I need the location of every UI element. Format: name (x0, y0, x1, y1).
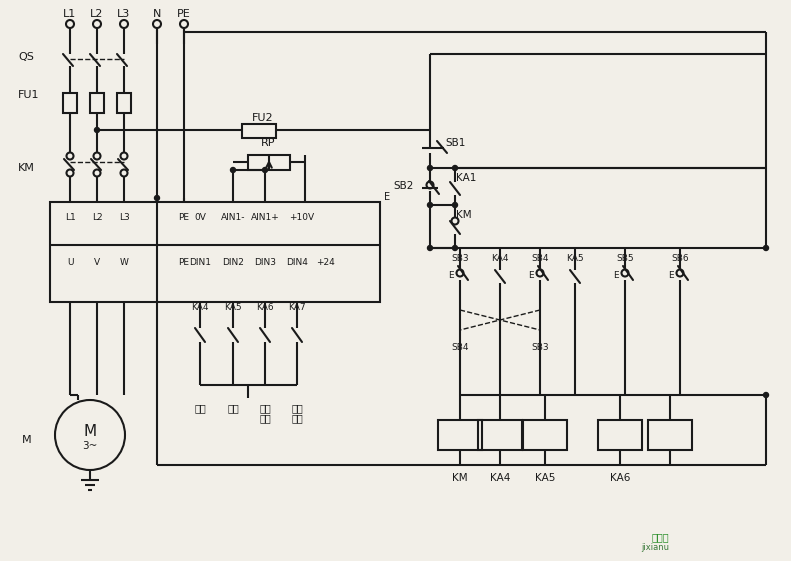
Text: KA1: KA1 (456, 173, 476, 183)
Text: E: E (384, 192, 390, 202)
Text: U: U (66, 257, 74, 266)
Text: L1: L1 (65, 213, 75, 222)
Text: 反向: 反向 (291, 403, 303, 413)
Text: 点动: 点动 (291, 413, 303, 423)
Text: 反转: 反转 (227, 403, 239, 413)
Text: PE: PE (179, 213, 190, 222)
Text: KA4: KA4 (491, 254, 509, 263)
Text: 正转: 正转 (194, 403, 206, 413)
Bar (242, 124, 276, 138)
Text: SB6: SB6 (672, 254, 689, 263)
Text: W: W (119, 257, 128, 266)
Circle shape (427, 203, 433, 208)
Text: AIN1-: AIN1- (221, 213, 245, 222)
Text: 机电网: 机电网 (651, 532, 669, 542)
Text: L1: L1 (63, 9, 77, 19)
Circle shape (427, 165, 433, 171)
Text: SB3: SB3 (532, 343, 549, 352)
Text: V: V (94, 257, 100, 266)
Text: KA6: KA6 (610, 473, 630, 483)
Text: KA7: KA7 (288, 304, 306, 312)
Text: RP: RP (261, 138, 275, 148)
Text: L3: L3 (117, 9, 131, 19)
Circle shape (452, 165, 457, 171)
Text: SB1: SB1 (445, 138, 465, 148)
Text: PE: PE (177, 9, 191, 19)
Circle shape (263, 168, 267, 172)
Bar (478, 420, 522, 450)
Text: DIN4: DIN4 (286, 257, 308, 266)
Text: KA5: KA5 (224, 304, 242, 312)
Text: M: M (83, 425, 97, 439)
Text: KA5: KA5 (535, 473, 555, 483)
Circle shape (154, 195, 160, 200)
Bar (248, 155, 290, 170)
Circle shape (230, 168, 236, 172)
Text: DIN3: DIN3 (254, 257, 276, 266)
Bar (523, 420, 567, 450)
Circle shape (427, 246, 433, 251)
Text: L2: L2 (92, 213, 102, 222)
Circle shape (94, 127, 100, 132)
Text: KA6: KA6 (256, 304, 274, 312)
Text: E: E (613, 270, 619, 279)
Text: QS: QS (18, 52, 34, 62)
Bar (90, 93, 104, 113)
Text: E: E (668, 270, 674, 279)
Text: 正向: 正向 (259, 403, 271, 413)
Text: +10V: +10V (290, 213, 315, 222)
Text: 0V: 0V (194, 213, 206, 222)
Text: 3~: 3~ (82, 441, 97, 451)
Text: SB4: SB4 (451, 343, 469, 352)
Text: L2: L2 (90, 9, 104, 19)
Text: FU2: FU2 (252, 113, 274, 123)
Text: E: E (448, 270, 454, 279)
Bar (50, 202, 380, 302)
Text: KA4: KA4 (490, 473, 510, 483)
Text: SB5: SB5 (616, 254, 634, 263)
Text: SB4: SB4 (532, 254, 549, 263)
Circle shape (452, 203, 457, 208)
Text: M: M (22, 435, 32, 445)
Text: KA5: KA5 (566, 254, 584, 263)
Circle shape (452, 246, 457, 251)
Text: DIN2: DIN2 (222, 257, 244, 266)
Circle shape (763, 246, 769, 251)
Text: KA4: KA4 (191, 304, 209, 312)
Text: SB3: SB3 (451, 254, 469, 263)
Bar (648, 420, 692, 450)
Text: KM: KM (456, 210, 471, 220)
Text: +24: +24 (316, 257, 335, 266)
Text: FU1: FU1 (18, 90, 40, 100)
Text: N: N (153, 9, 161, 19)
Text: 点动: 点动 (259, 413, 271, 423)
Text: PE: PE (179, 257, 190, 266)
Text: DIN1: DIN1 (189, 257, 211, 266)
Bar (438, 420, 482, 450)
Text: jixianu: jixianu (641, 543, 669, 552)
Text: SB2: SB2 (393, 181, 414, 191)
Text: KM: KM (18, 163, 35, 173)
Bar (117, 93, 131, 113)
Text: KM: KM (452, 473, 467, 483)
Circle shape (763, 393, 769, 398)
Text: AIN1+: AIN1+ (251, 213, 279, 222)
Bar (63, 93, 77, 113)
Text: E: E (528, 270, 534, 279)
Bar (598, 420, 642, 450)
Text: L3: L3 (119, 213, 130, 222)
